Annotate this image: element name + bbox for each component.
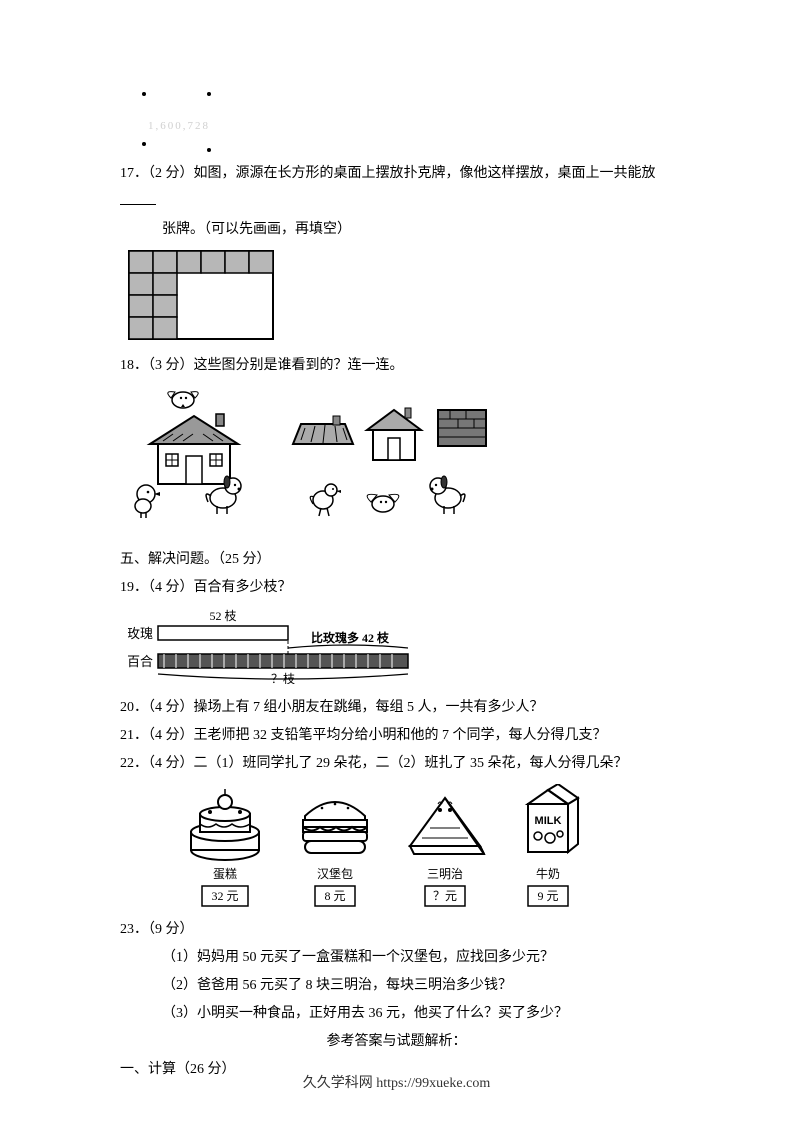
milk-label: 牛奶 [536, 866, 560, 881]
q23-food-figure: MILK 蛋糕 汉堡包 三明治 牛奶 32 元 8 元 ？元 9 元 [180, 784, 620, 912]
q19-extra: 比玫瑰多 42 枝 [311, 630, 390, 645]
milk-price: 9 元 [537, 889, 558, 903]
q17-grid-figure [128, 250, 276, 342]
q21-text: 21．（4 分）王老师把 32 支铅笔平均分给小明和他的 7 个同学，每人分得几… [120, 722, 673, 750]
q17-line2: 张牌。（可以先画画，再填空） [120, 216, 673, 244]
q17-blank [120, 191, 156, 205]
q19-topval: 52 枝 [209, 608, 236, 623]
q19-q: ？枝 [271, 671, 295, 684]
rose-label: 玫瑰 [128, 626, 153, 641]
q23-sub3: （3）小明买一种食品，正好用去 36 元，他买了什么？买了多少？ [120, 1000, 673, 1028]
faint-number: 1,600,728 [148, 120, 210, 132]
cake-label: 蛋糕 [213, 867, 237, 881]
q17-text-prefix: 17．（2 分）如图，源源在长方形的桌面上摆放扑克牌，像他这样摆放，桌面上一共能… [120, 166, 656, 181]
sandwich-price: ？元 [433, 889, 457, 903]
lily-label: 百合 [128, 654, 153, 669]
burger-label: 汉堡包 [317, 866, 353, 881]
q19-bar-figure: 玫瑰 百合 52 枝 比玫瑰多 42 枝 ？枝 [128, 608, 448, 684]
burger-price: 8 元 [324, 889, 345, 903]
q23-sub2: （2）爸爸用 56 元买了 8 块三明治，每块三明治多少钱？ [120, 972, 673, 1000]
q18-figure [128, 386, 488, 536]
q18-text: 18．（3 分）这些图分别是谁看到的？连一连。 [120, 352, 673, 380]
q23-sub1: （1）妈妈用 50 元买了一盒蛋糕和一个汉堡包，应找回多少元？ [120, 944, 673, 972]
section5-heading: 五、解决问题。（25 分） [120, 546, 673, 574]
answer-header: 参考答案与试题解析： [120, 1028, 673, 1056]
decorative-dots: 1,600,728 [120, 70, 673, 160]
q22-text: 22．（4 分）二（1）班同学扎了 29 朵花，二（2）班扎了 35 朵花，每人… [120, 750, 673, 778]
page-footer: 久久学科网 https://99xueke.com [0, 1072, 793, 1092]
svg-text:MILK: MILK [535, 815, 562, 827]
q20-text: 20．（4 分）操场上有 7 组小朋友在跳绳，每组 5 人，一共有多少人？ [120, 694, 673, 722]
q17-line1: 17．（2 分）如图，源源在长方形的桌面上摆放扑克牌，像他这样摆放，桌面上一共能… [120, 160, 673, 216]
sandwich-label: 三明治 [427, 867, 463, 881]
cake-price: 32 元 [211, 889, 238, 903]
q19-text: 19．（4 分）百合有多少枝？ [120, 574, 673, 602]
q23-prefix: 23．（9 分） [120, 916, 673, 944]
